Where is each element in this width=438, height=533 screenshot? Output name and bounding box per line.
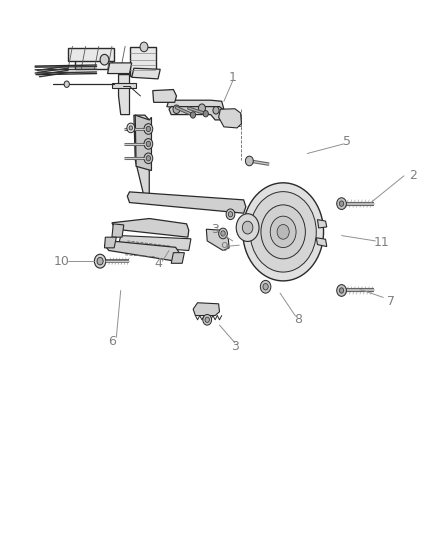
Polygon shape	[218, 109, 241, 128]
Circle shape	[228, 212, 232, 217]
Polygon shape	[166, 100, 223, 112]
Text: 7: 7	[386, 295, 394, 308]
Circle shape	[205, 317, 209, 322]
Circle shape	[146, 141, 150, 147]
Circle shape	[276, 224, 289, 239]
Circle shape	[218, 228, 227, 239]
Circle shape	[97, 257, 103, 265]
Circle shape	[242, 183, 323, 281]
Circle shape	[100, 54, 109, 65]
Circle shape	[270, 216, 295, 247]
Circle shape	[127, 123, 134, 133]
Circle shape	[260, 280, 270, 293]
Circle shape	[236, 214, 258, 241]
Circle shape	[129, 126, 132, 130]
Polygon shape	[127, 192, 245, 213]
Polygon shape	[315, 238, 326, 247]
Text: 6: 6	[108, 335, 116, 348]
Text: 4: 4	[154, 257, 162, 270]
Circle shape	[226, 209, 234, 220]
Polygon shape	[104, 241, 180, 261]
Circle shape	[146, 126, 150, 132]
Text: 3: 3	[211, 223, 219, 236]
Circle shape	[202, 314, 211, 325]
Text: 5: 5	[342, 135, 350, 148]
Circle shape	[144, 139, 152, 149]
Text: 11: 11	[373, 236, 389, 249]
Circle shape	[198, 104, 205, 112]
Text: 8: 8	[294, 313, 302, 326]
Polygon shape	[131, 68, 160, 79]
Polygon shape	[112, 83, 136, 88]
Circle shape	[336, 285, 346, 296]
Polygon shape	[206, 229, 229, 251]
Polygon shape	[135, 115, 151, 171]
Text: 3: 3	[230, 340, 238, 353]
Polygon shape	[152, 90, 176, 102]
Polygon shape	[118, 75, 129, 115]
Text: 9: 9	[219, 241, 227, 254]
Circle shape	[146, 156, 150, 161]
Polygon shape	[171, 253, 184, 263]
Polygon shape	[74, 56, 112, 69]
Circle shape	[173, 105, 180, 114]
Circle shape	[203, 110, 208, 117]
Text: 2: 2	[408, 169, 416, 182]
Circle shape	[144, 153, 152, 164]
Circle shape	[64, 81, 69, 87]
Polygon shape	[112, 224, 124, 237]
Polygon shape	[134, 115, 149, 200]
Circle shape	[339, 288, 343, 293]
Circle shape	[242, 221, 252, 234]
Circle shape	[339, 201, 343, 206]
Circle shape	[336, 198, 346, 209]
Polygon shape	[68, 48, 114, 61]
Circle shape	[144, 124, 152, 134]
Circle shape	[212, 107, 219, 114]
Circle shape	[140, 42, 148, 52]
Polygon shape	[193, 303, 219, 316]
Text: 10: 10	[53, 255, 69, 268]
Polygon shape	[104, 237, 116, 248]
Polygon shape	[129, 47, 155, 76]
Circle shape	[220, 231, 225, 236]
Polygon shape	[118, 236, 191, 251]
Text: 1: 1	[228, 71, 236, 84]
Polygon shape	[112, 219, 188, 237]
Polygon shape	[169, 107, 223, 120]
Circle shape	[262, 284, 268, 290]
Circle shape	[94, 254, 106, 268]
Polygon shape	[107, 63, 131, 74]
Circle shape	[190, 112, 195, 118]
Circle shape	[245, 156, 253, 166]
Polygon shape	[317, 220, 326, 228]
Circle shape	[260, 205, 305, 259]
Circle shape	[250, 192, 315, 272]
